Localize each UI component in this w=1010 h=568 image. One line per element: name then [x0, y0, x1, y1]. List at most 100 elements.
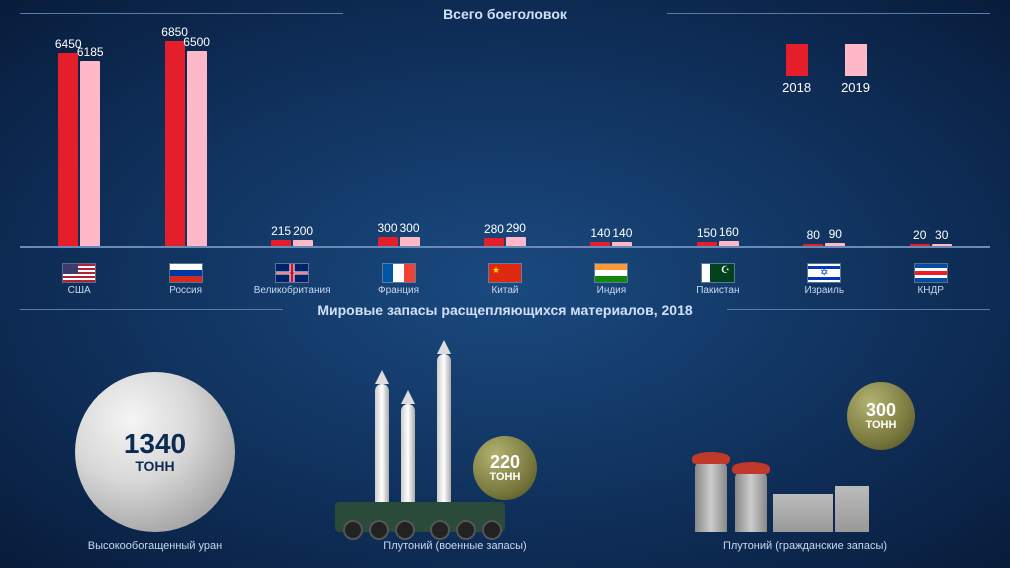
bar-2019: 6185 — [80, 61, 100, 246]
x-label: Великобритания — [242, 263, 343, 296]
country-name: Индия — [597, 285, 627, 296]
bar-2018: 140 — [590, 242, 610, 246]
pu-military-sphere: 220 ТОНН — [473, 436, 537, 500]
materials-title: Мировые запасы расщепляющихся материалов… — [0, 296, 1010, 322]
x-label: США — [29, 263, 130, 296]
missile-icon — [375, 384, 389, 504]
country-group: 300300 — [348, 26, 449, 246]
launcher-truck-icon — [335, 502, 505, 532]
country-name: Пакистан — [696, 285, 739, 296]
bar-value: 215 — [271, 224, 291, 238]
pu-military-caption: Плутоний (военные запасы) — [383, 540, 526, 552]
x-label: ☪ Пакистан — [668, 263, 769, 296]
bar-2019: 30 — [932, 244, 952, 246]
country-name: Израиль — [805, 285, 845, 296]
uranium-caption: Высокообогащенный уран — [88, 540, 222, 552]
bar-value: 300 — [400, 221, 420, 235]
uranium-unit: ТОНН — [135, 458, 174, 474]
bar-2018: 300 — [378, 237, 398, 246]
bar-value: 80 — [807, 228, 820, 242]
country-group: 64506185 — [29, 26, 130, 246]
flag-icon — [169, 263, 203, 283]
bar-value: 160 — [719, 225, 739, 239]
pu-military-value: 220 — [490, 453, 520, 471]
flag-icon — [382, 263, 416, 283]
nuclear-plant-scene: 300 ТОНН — [675, 382, 935, 532]
material-pu-civil: 300 ТОНН Плутоний (гражданские запасы) — [675, 332, 935, 552]
bar-value: 6185 — [77, 45, 104, 59]
chart-plot-area: 20182019 6450618568506500215200300300280… — [20, 26, 990, 248]
flag-icon: ★ — [488, 263, 522, 283]
bar-2018: 6850 — [165, 41, 185, 246]
country-name: Китай — [491, 285, 518, 296]
bars-row: 6450618568506500215200300300280290140140… — [20, 26, 990, 246]
country-name: Франция — [378, 285, 419, 296]
pu-civil-caption: Плутоний (гражданские запасы) — [723, 540, 887, 552]
x-label: КНДР — [880, 263, 981, 296]
bar-value: 140 — [590, 226, 610, 240]
pu-civil-unit: ТОНН — [866, 419, 897, 431]
bar-2018: 280 — [484, 238, 504, 246]
warheads-chart: 20182019 6450618568506500215200300300280… — [20, 26, 990, 296]
flag-icon — [62, 263, 96, 283]
country-name: КНДР — [917, 285, 944, 296]
missile-scene: 220 ТОНН — [325, 352, 585, 532]
pu-civil-value: 300 — [866, 401, 896, 419]
bar-2019: 6500 — [187, 51, 207, 246]
country-group: 68506500 — [135, 26, 236, 246]
bar-value: 300 — [378, 221, 398, 235]
bar-2018: 150 — [697, 242, 717, 246]
country-group: 140140 — [561, 26, 662, 246]
bar-2019: 200 — [293, 240, 313, 246]
pu-civil-sphere: 300 ТОНН — [847, 382, 915, 450]
flag-icon: ☪ — [701, 263, 735, 283]
bar-value: 150 — [697, 226, 717, 240]
missile-icon — [437, 354, 451, 504]
flag-icon — [275, 263, 309, 283]
warheads-title: Всего боеголовок — [0, 0, 1010, 26]
x-label: Франция — [348, 263, 449, 296]
missile-icon — [401, 404, 415, 504]
materials-row: 1340 ТОНН Высокообогащенный уран 220 ТОН… — [0, 322, 1010, 552]
bar-2018: 80 — [803, 244, 823, 246]
bar-2019: 290 — [506, 237, 526, 246]
x-label: ★ Китай — [455, 263, 556, 296]
x-label: Россия — [135, 263, 236, 296]
cooling-tower-icon — [695, 462, 727, 532]
bar-value: 6500 — [183, 35, 210, 49]
country-name: США — [68, 285, 91, 296]
bar-value: 280 — [484, 222, 504, 236]
bar-value: 30 — [935, 228, 948, 242]
material-uranium: 1340 ТОНН Высокообогащенный уран — [75, 332, 235, 552]
bar-value: 290 — [506, 221, 526, 235]
material-pu-military: 220 ТОНН Плутоний (военные запасы) — [325, 332, 585, 552]
pu-military-unit: ТОНН — [490, 471, 521, 483]
x-label: Индия — [561, 263, 662, 296]
bar-2019: 300 — [400, 237, 420, 246]
country-group: 2030 — [880, 26, 981, 246]
uranium-value: 1340 — [124, 430, 186, 458]
reactor-building-icon — [773, 494, 833, 532]
uranium-sphere: 1340 ТОНН — [75, 372, 235, 532]
flag-icon: ✡ — [807, 263, 841, 283]
bar-value: 140 — [612, 226, 632, 240]
country-group: 215200 — [242, 26, 343, 246]
x-axis-labels: США Россия Великобритания Франция ★ Китай Инди… — [20, 263, 990, 296]
bar-2018: 215 — [271, 240, 291, 246]
flag-icon — [914, 263, 948, 283]
bar-2018: 20 — [910, 244, 930, 246]
flag-icon — [594, 263, 628, 283]
country-name: Великобритания — [254, 285, 331, 296]
country-name: Россия — [169, 285, 202, 296]
cooling-tower-icon — [735, 472, 767, 532]
bar-value: 200 — [293, 224, 313, 238]
country-group: 8090 — [774, 26, 875, 246]
country-group: 150160 — [668, 26, 769, 246]
bar-value: 90 — [829, 227, 842, 241]
bar-2019: 90 — [825, 243, 845, 246]
x-label: ✡ Израиль — [774, 263, 875, 296]
bar-2019: 160 — [719, 241, 739, 246]
bar-2018: 6450 — [58, 53, 78, 246]
bar-2019: 140 — [612, 242, 632, 246]
reactor-building-icon — [835, 486, 869, 532]
